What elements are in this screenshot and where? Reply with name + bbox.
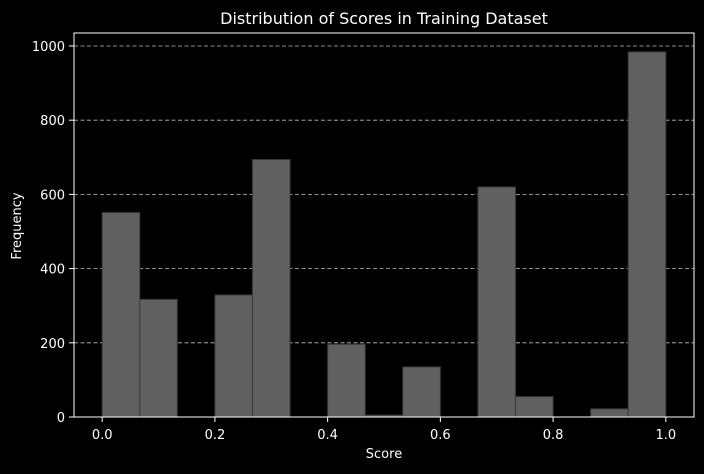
- y-tick-label: 800: [40, 114, 65, 129]
- x-tick-label: 0.2: [205, 428, 226, 443]
- x-tick-label: 0.4: [317, 428, 338, 443]
- histogram-bar: [252, 159, 291, 418]
- histogram-bar: [402, 366, 441, 418]
- gridlines: [74, 45, 694, 344]
- y-axis-label: Frequency: [10, 192, 25, 259]
- x-tick-label: 0.6: [430, 428, 451, 443]
- x-tick-label: 0.0: [92, 428, 113, 443]
- histogram-bar: [590, 408, 629, 418]
- x-tick-label: 0.8: [543, 428, 564, 443]
- ticks: 0.0 0.2 0.4 0.6 0.8 1.0 0 200 400 600 800 1000: [32, 40, 676, 443]
- histogram-bar: [477, 186, 516, 418]
- histogram-bar: [627, 51, 667, 418]
- histogram-bar: [327, 343, 366, 418]
- axes: [73, 32, 695, 418]
- plot-frame: [73, 32, 695, 418]
- bars: [101, 51, 667, 418]
- histogram-bar: [514, 396, 554, 418]
- histogram-bar: [101, 212, 141, 418]
- x-axis-label: Score: [366, 447, 402, 462]
- chart-title: Distribution of Scores in Training Datas…: [220, 9, 548, 28]
- y-tick-label: 600: [40, 188, 65, 203]
- y-tick-label: 0: [57, 411, 65, 426]
- histogram-bar: [214, 294, 254, 418]
- histogram-bar: [139, 298, 178, 418]
- y-tick-label: 200: [40, 337, 65, 352]
- x-tick-label: 1.0: [655, 428, 676, 443]
- y-tick-label: 1000: [32, 40, 65, 55]
- y-tick-label: 400: [40, 263, 65, 278]
